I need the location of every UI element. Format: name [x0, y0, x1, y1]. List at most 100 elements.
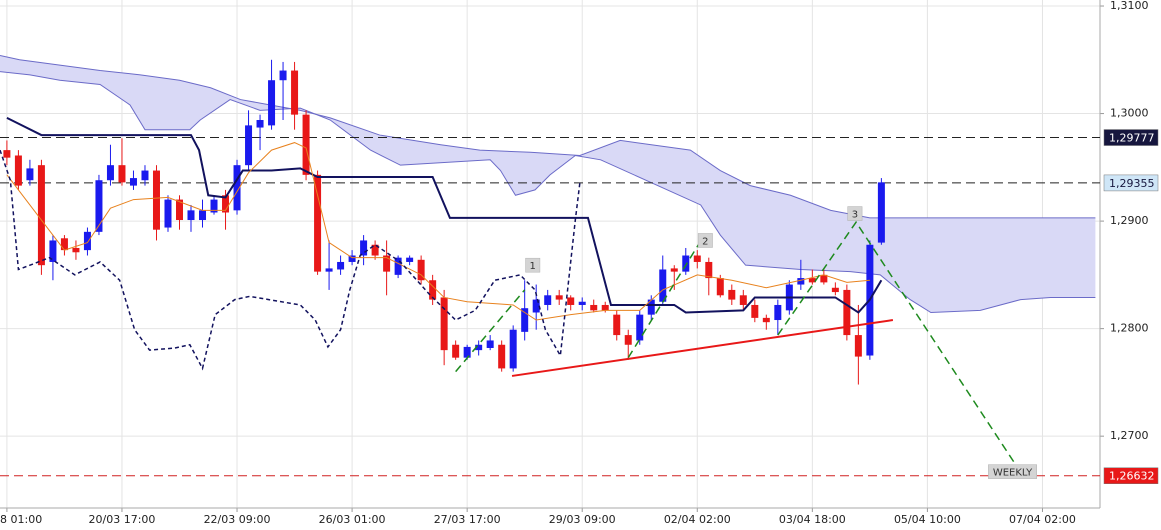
- candle-body: [325, 268, 333, 272]
- x-tick-label: 29/03 09:00: [549, 513, 616, 526]
- candle-body: [831, 287, 839, 293]
- y-tick-label: 1,2700: [1110, 429, 1149, 442]
- level-label-box: [1103, 467, 1159, 484]
- trend-line: [627, 244, 700, 359]
- candle-body: [26, 168, 34, 181]
- candle-body: [601, 304, 609, 311]
- annotation-box: [988, 464, 1037, 479]
- annotation-box: [697, 233, 713, 248]
- trend-line: [777, 220, 1017, 466]
- candle-body: [544, 295, 552, 305]
- x-tick-label: 22/03 09:00: [204, 513, 271, 526]
- annotation-box: [847, 206, 863, 221]
- candle-body: [440, 297, 448, 351]
- candle-body: [820, 274, 828, 283]
- candle-body: [129, 178, 137, 186]
- y-tick-label: 1,3100: [1110, 0, 1149, 12]
- x-tick-label: 20/03 17:00: [89, 513, 156, 526]
- x-tick-label: 07/04 02:00: [1009, 513, 1076, 526]
- candle-body: [222, 195, 230, 213]
- candle-body: [95, 180, 103, 232]
- y-tick-label: 1,2800: [1110, 322, 1149, 335]
- cloud-lower: [0, 71, 1096, 314]
- y-tick-label: 1,3000: [1110, 107, 1149, 120]
- candle-body: [429, 280, 437, 300]
- candle-body: [245, 125, 253, 166]
- candle-body: [521, 308, 529, 332]
- annotation-label: 1: [530, 261, 536, 272]
- candle-body: [210, 199, 218, 213]
- annotation: WEEKLY: [988, 464, 1037, 479]
- y-tick-label: 1,2900: [1110, 214, 1149, 227]
- level-label-box: [1103, 129, 1159, 146]
- candle-body: [647, 299, 655, 315]
- candle-body: [705, 261, 713, 279]
- candle-body: [187, 210, 195, 221]
- candle-body: [279, 70, 287, 81]
- candle-body: [463, 346, 471, 358]
- level-label: 1,29777: [1109, 132, 1155, 145]
- annotation: 2: [697, 233, 713, 248]
- candle-body: [659, 269, 667, 302]
- candle-body: [797, 278, 805, 285]
- indicator-line: [0, 149, 581, 371]
- candle-body: [854, 335, 862, 357]
- x-tick-label: 8 01:00: [0, 513, 42, 526]
- candle-body: [72, 247, 80, 253]
- candle-body: [808, 278, 816, 283]
- candle-body: [348, 255, 356, 262]
- candle-body: [498, 344, 506, 369]
- candle-body: [693, 255, 701, 262]
- annotation: 1: [525, 257, 541, 273]
- candle-body: [164, 199, 172, 228]
- candle-body: [452, 344, 460, 358]
- candle-body: [233, 165, 241, 211]
- annotation: 3: [847, 206, 863, 221]
- candle-body: [394, 257, 402, 275]
- x-tick-label: 05/04 10:00: [894, 513, 961, 526]
- candle-body: [762, 317, 770, 323]
- candle-body: [371, 244, 379, 256]
- candle-body: [509, 329, 517, 369]
- candle-body: [83, 231, 91, 251]
- level-label-box: [1103, 174, 1159, 192]
- indicator-line: [6, 116, 883, 314]
- candle-body: [567, 297, 575, 305]
- candle-body: [118, 165, 126, 183]
- candle-body: [728, 289, 736, 300]
- candle-body: [406, 257, 414, 262]
- candle-body: [590, 304, 598, 311]
- candle-body: [613, 314, 621, 336]
- candle-body: [877, 182, 885, 243]
- candle-body: [314, 174, 322, 272]
- candle-body: [37, 165, 45, 266]
- candle-body: [751, 304, 759, 318]
- candle-body: [383, 255, 391, 272]
- candle-body: [302, 114, 310, 175]
- candle-body: [486, 340, 494, 348]
- candle-body: [291, 70, 299, 115]
- candle-body: [360, 240, 368, 256]
- candle-body: [3, 150, 11, 158]
- candle-body: [49, 240, 57, 262]
- candle-body: [636, 314, 644, 341]
- candle-body: [774, 304, 782, 321]
- candle-body: [578, 301, 586, 305]
- annotation-box: [525, 257, 541, 273]
- annotation-label: 3: [852, 210, 858, 221]
- candle-body: [670, 268, 678, 272]
- candle-body: [624, 335, 632, 345]
- annotation-label: WEEKLY: [993, 468, 1033, 479]
- candle-body: [152, 170, 160, 230]
- candle-body: [256, 120, 264, 128]
- annotation-label: 2: [702, 236, 708, 247]
- candle-body: [175, 199, 183, 221]
- level-label: 1,29355: [1109, 177, 1155, 190]
- candle-body: [141, 170, 149, 181]
- candle-body: [268, 80, 276, 126]
- candle-body: [14, 155, 22, 186]
- candle-body: [682, 255, 690, 272]
- cloud-area: [0, 55, 1096, 313]
- candle-body: [475, 344, 483, 351]
